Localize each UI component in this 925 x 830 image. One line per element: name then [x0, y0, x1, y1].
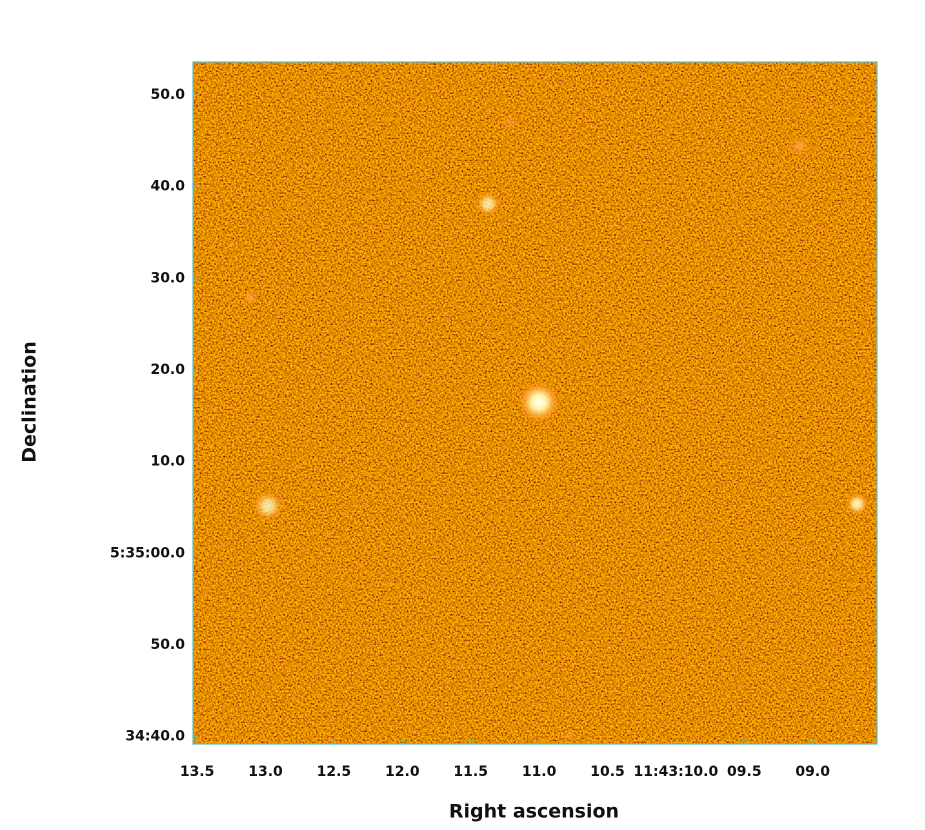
- star: [787, 133, 813, 159]
- x-tick-label: 09.5: [727, 764, 762, 780]
- x-tick-label: 11.0: [522, 764, 557, 780]
- sky-image: [193, 62, 877, 744]
- y-tick-label: 5:35:00.0: [110, 545, 185, 561]
- x-tick-label: 13.5: [180, 764, 215, 780]
- star: [517, 380, 561, 424]
- y-tick-label: 50.0: [150, 637, 185, 653]
- x-axis-label: Right ascension: [449, 801, 619, 823]
- star: [241, 288, 259, 306]
- star: [500, 112, 520, 132]
- y-tick-label: 40.0: [150, 179, 185, 195]
- x-tick-label: 11:43:10.0: [634, 764, 719, 780]
- star: [252, 490, 284, 522]
- y-tick-label: 10.0: [150, 454, 185, 470]
- star: [845, 492, 869, 516]
- y-tick-label: 34:40.0: [125, 729, 185, 745]
- y-tick-label: 30.0: [150, 270, 185, 286]
- y-tick-label: 20.0: [150, 362, 185, 378]
- x-tick-label: 10.5: [590, 764, 625, 780]
- y-axis-label: Declination: [19, 341, 41, 462]
- x-tick-label: 12.0: [385, 764, 420, 780]
- y-tick-label: 50.0: [150, 87, 185, 103]
- frame: [192, 61, 878, 745]
- star: [475, 191, 501, 217]
- x-tick-label: 11.5: [453, 764, 488, 780]
- x-tick-label: 09.0: [795, 764, 830, 780]
- star: [562, 727, 578, 743]
- x-tick-label: 13.0: [248, 764, 283, 780]
- x-tick-label: 12.5: [317, 764, 352, 780]
